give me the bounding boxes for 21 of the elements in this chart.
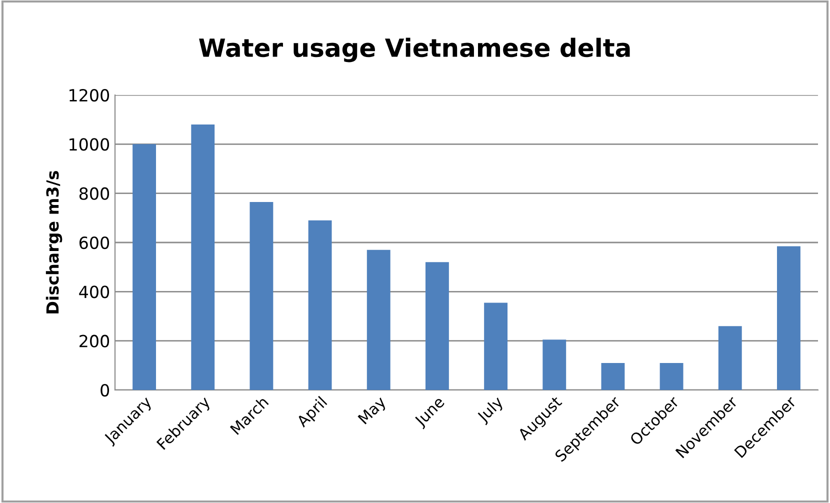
bar xyxy=(542,340,566,390)
bar xyxy=(366,250,390,390)
y-tick-label: 800 xyxy=(79,187,110,200)
y-tick-label: 1000 xyxy=(70,138,110,151)
y-tick-label: 200 xyxy=(80,334,110,348)
bar xyxy=(484,302,508,390)
y-tick-label: 600 xyxy=(79,236,110,250)
bar xyxy=(776,246,800,390)
bar xyxy=(250,202,274,390)
chart-title: Water usage Vietnamese delta xyxy=(199,38,630,62)
y-tick-label: 1200 xyxy=(70,88,110,102)
y-axis-title: Discharge m3/s xyxy=(46,170,62,314)
bar xyxy=(132,144,156,390)
y-tick-label: 0 xyxy=(100,384,110,397)
y-tick-label: 400 xyxy=(79,286,110,298)
bar xyxy=(601,362,625,390)
bar xyxy=(660,362,684,390)
bar xyxy=(718,326,742,390)
bar xyxy=(308,220,332,390)
bar xyxy=(191,124,215,390)
bar xyxy=(425,262,449,390)
